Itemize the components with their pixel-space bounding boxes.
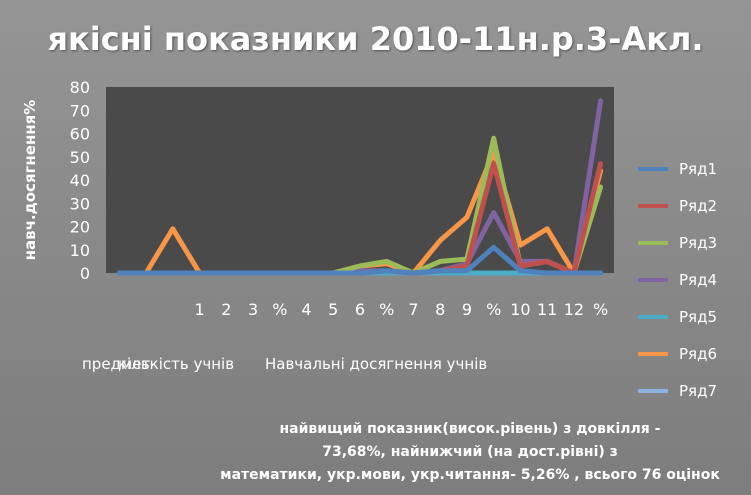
y-tick-label: 80: [70, 78, 90, 97]
footnote-line-2: 73,68%, найнижчий (на дост.рівні) з: [322, 444, 618, 460]
x-tick-label: 6: [355, 300, 365, 319]
footnote-line-3: математики, укр.мови, укр.читання- 5,26%…: [220, 467, 720, 483]
legend-item-series1: Ряд1: [638, 150, 748, 187]
x-tick-label: 7: [408, 300, 418, 319]
legend-swatch: [638, 240, 668, 245]
category-label-pupil-count: кількість учнів: [118, 355, 235, 373]
series-line-1: [116, 244, 604, 276]
x-tick-label: 2: [221, 300, 231, 319]
legend-swatch: [638, 277, 668, 282]
legend-item-series3: Ряд3: [638, 224, 748, 261]
legend-swatch: [638, 314, 668, 319]
x-tick-label: 5: [328, 300, 338, 319]
legend-label: Ряд1: [679, 159, 717, 178]
legend-label: Ряд5: [679, 307, 717, 326]
x-tick-label: %: [272, 300, 287, 319]
x-axis-ticks: 1 2 3% 4 5 6% 7 8 9% 10 11 12%: [194, 300, 608, 319]
x-tick-label: 12: [564, 300, 584, 319]
series-lines: [116, 98, 604, 276]
x-tick-label: 4: [301, 300, 311, 319]
x-tick-label: 9: [462, 300, 472, 319]
y-tick-label: 70: [70, 101, 90, 120]
category-label-achievements: Навчальні досягнення учнів: [265, 355, 488, 373]
legend-item-series4: Ряд4: [638, 261, 748, 298]
legend: Ряд1 Ряд2 Ряд3 Ряд4 Ряд5 Ряд6 Ряд7: [638, 150, 748, 409]
legend-label: Ряд4: [679, 270, 717, 289]
legend-swatch: [638, 388, 668, 393]
x-tick-label: %: [593, 300, 608, 319]
footnote: найвищий показник(висок.рівень) з довкіл…: [190, 418, 750, 487]
y-tick-label: 20: [70, 218, 90, 237]
legend-item-series7: Ряд7: [638, 372, 748, 409]
x-tick-label: 1: [194, 300, 204, 319]
legend-item-series5: Ряд5: [638, 298, 748, 335]
legend-swatch: [638, 203, 668, 208]
y-tick-label: 60: [70, 125, 90, 144]
legend-swatch: [638, 351, 668, 356]
footnote-line-1: найвищий показник(висок.рівень) з довкіл…: [279, 421, 661, 437]
y-tick-label: 10: [70, 241, 90, 260]
legend-label: Ряд6: [679, 344, 717, 363]
x-tick-label: %: [486, 300, 501, 319]
y-tick-label: 0: [80, 264, 90, 283]
x-tick-label: 8: [435, 300, 445, 319]
legend-item-series2: Ряд2: [638, 187, 748, 224]
y-tick-label: 50: [70, 148, 90, 167]
x-tick-label: 10: [510, 300, 530, 319]
legend-label: Ряд3: [679, 233, 717, 252]
x-tick-label: %: [379, 300, 394, 319]
y-axis-ticks: 0 10 20 30 40 50 60 70 80: [70, 78, 90, 283]
y-tick-label: 30: [70, 194, 90, 213]
y-tick-label: 40: [70, 171, 90, 190]
x-tick-label: 3: [248, 300, 258, 319]
legend-item-series6: Ряд6: [638, 335, 748, 372]
category-label-subject: предмет: [82, 355, 151, 373]
legend-label: Ряд2: [679, 196, 717, 215]
x-tick-label: 11: [537, 300, 557, 319]
chart-title: якісні показники 2010-11н.р.3-Акл.: [47, 20, 704, 58]
legend-label: Ряд7: [679, 381, 717, 400]
legend-swatch: [638, 166, 668, 171]
